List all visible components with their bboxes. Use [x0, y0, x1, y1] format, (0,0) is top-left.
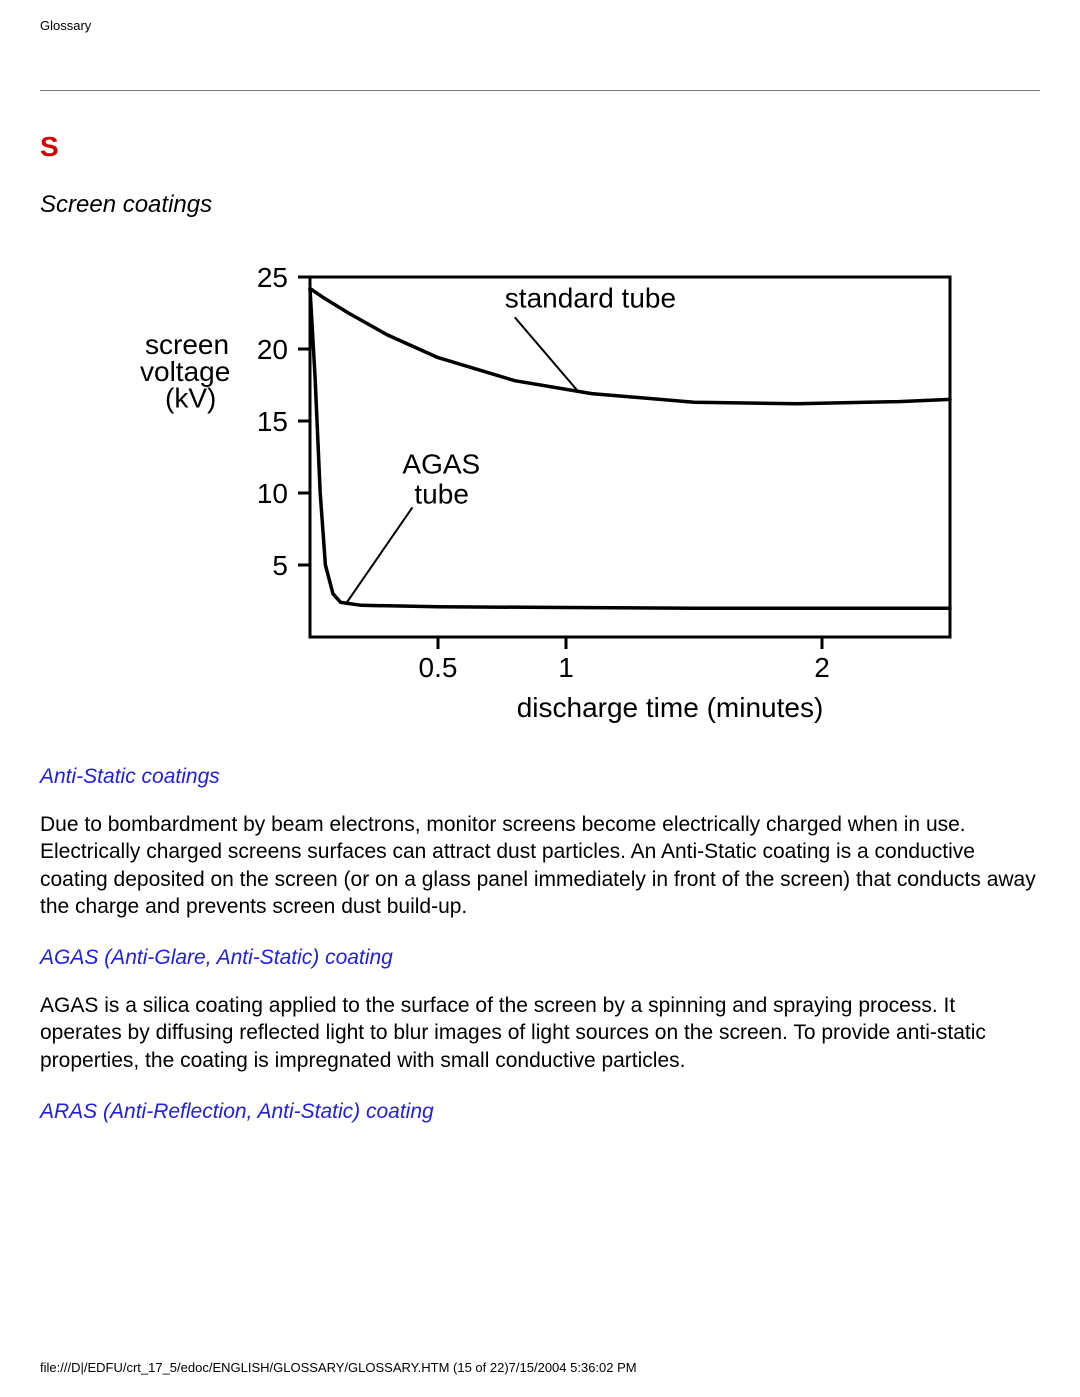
- section-letter: S: [40, 131, 1040, 163]
- svg-text:AGAS: AGAS: [402, 448, 480, 479]
- entry-body: Due to bombardment by beam electrons, mo…: [40, 811, 1040, 920]
- page: Glossary S Screen coatings 5 10 15 20 25 0.5 1…: [0, 0, 1080, 1397]
- section-topic: Screen coatings: [40, 191, 1040, 219]
- svg-text:0.5: 0.5: [419, 652, 458, 683]
- entry-heading: AGAS (Anti-Glare, Anti-Static) coating: [40, 946, 1040, 970]
- svg-text:tube: tube: [414, 478, 469, 509]
- svg-text:5: 5: [272, 550, 288, 581]
- screen-voltage-chart: 5101520250.512screenvoltage(kV)discharge…: [110, 247, 970, 737]
- entry-heading: Anti-Static coatings: [40, 765, 1040, 789]
- page-footer: file:///D|/EDFU/crt_17_5/edoc/ENGLISH/GL…: [40, 1360, 637, 1375]
- chart-container: 5101520250.512screenvoltage(kV)discharge…: [40, 247, 1040, 737]
- entry-body: AGAS is a silica coating applied to the …: [40, 992, 1040, 1074]
- entry-heading: ARAS (Anti-Reflection, Anti-Static) coat…: [40, 1100, 1040, 1124]
- svg-text:10: 10: [257, 478, 288, 509]
- svg-text:(kV): (kV): [165, 383, 216, 414]
- svg-text:1: 1: [558, 652, 574, 683]
- svg-text:standard tube: standard tube: [505, 282, 676, 313]
- svg-text:discharge time (minutes): discharge time (minutes): [517, 692, 824, 723]
- divider: [40, 90, 1040, 91]
- svg-text:20: 20: [257, 334, 288, 365]
- svg-text:15: 15: [257, 406, 288, 437]
- page-header-title: Glossary: [40, 18, 91, 33]
- content-area: S Screen coatings 5101520250.512screenvo…: [40, 90, 1040, 1146]
- svg-text:2: 2: [814, 652, 830, 683]
- svg-text:25: 25: [257, 262, 288, 293]
